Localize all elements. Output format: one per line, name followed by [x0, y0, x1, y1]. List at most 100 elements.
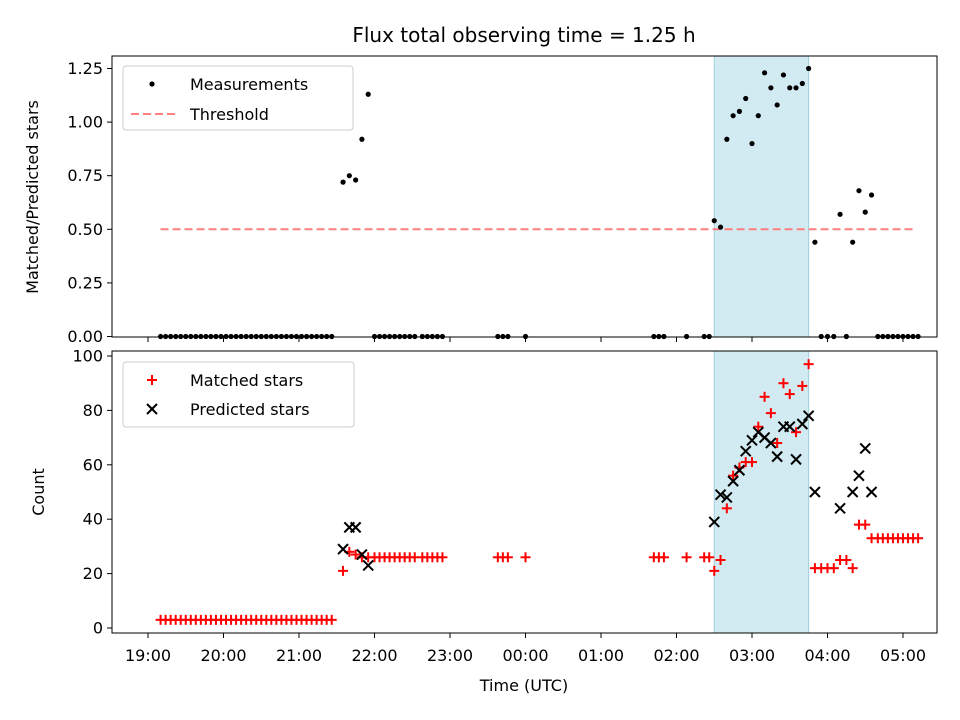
legend-label-threshold: Threshold: [189, 105, 269, 124]
matched-star-point: [828, 563, 839, 574]
matched-star-point: [913, 533, 924, 544]
predicted-star-point-b: [771, 450, 783, 463]
top-legend: Measurements Threshold: [122, 65, 354, 131]
predicted-star-point: [746, 434, 758, 447]
predicted-star-point: [846, 486, 859, 498]
predicted-star-point: [356, 548, 368, 561]
measurement-point: [736, 108, 743, 114]
measurement-point: [780, 72, 787, 78]
matched-star-point: [350, 549, 361, 560]
predicted-star-point-b: [714, 489, 727, 501]
predicted-star-point-b: [765, 437, 777, 449]
measurement-point: [799, 80, 805, 87]
predicted-star-point-b: [865, 486, 878, 498]
measurement-point: [711, 218, 717, 224]
predicted-star-point: [349, 521, 362, 534]
measurements-points: [157, 65, 921, 340]
top-panel: Flux total observing time = 1.25 h 0.000…: [23, 23, 938, 346]
matched-star-point: [728, 470, 739, 481]
predicted-star-point: [733, 464, 746, 476]
bottom-y-ticks: 0 20 40 60 80 100: [72, 347, 112, 638]
predicted-star-point: [802, 410, 815, 422]
measurement-point: [806, 65, 812, 72]
predicted-star-point: [853, 469, 865, 482]
top-y-tick-label: 1.00: [67, 113, 103, 132]
predicted-star-point-b: [752, 426, 764, 438]
legend-marker-matched: [147, 375, 157, 385]
top-y-axis-label: Matched/Predicted stars: [23, 100, 42, 294]
predicted-star-point-b: [859, 442, 871, 455]
measurement-point: [365, 91, 371, 97]
measurement-point: [774, 102, 780, 108]
predicted-star-point-b: [758, 431, 771, 444]
bottom-x-ticks: 19:00 20:00 21:00 22:00 23:00 00:00 01:00 02:00…: [125, 633, 926, 665]
predicted-star-point: [708, 516, 720, 528]
bottom-y-tick-label: 80: [83, 401, 103, 420]
matched-star-point: [658, 552, 669, 563]
matched-star-point: [784, 389, 795, 400]
predicted-star-point: [771, 450, 783, 463]
shaded-interval-rect: [713, 350, 810, 634]
matched-star-point: [709, 565, 720, 576]
matched-star-point: [778, 378, 789, 389]
legend-label-measurements: Measurements: [190, 75, 308, 94]
matched-star-point: [326, 614, 337, 625]
measurement-point: [850, 239, 856, 245]
matched-star-point: [704, 552, 715, 563]
legend-label-predicted: Predicted stars: [190, 400, 310, 419]
predicted-star-point: [790, 453, 802, 466]
top-shaded-interval: [713, 55, 810, 338]
top-y-ticks: 0.00 0.25 0.50 0.75 1.00 1.25: [67, 59, 112, 346]
bottom-x-tick-label: 20:00: [200, 646, 246, 665]
bottom-y-tick-label: 40: [83, 510, 103, 529]
bottom-x-tick-label: 22:00: [351, 646, 397, 665]
measurement-point: [340, 179, 346, 185]
measurement-point: [812, 239, 818, 245]
measurement-point: [761, 70, 768, 76]
bottom-y-tick-label: 0: [93, 619, 103, 638]
legend-marker-predicted: [146, 403, 158, 415]
predicted-stars-points: [337, 410, 878, 572]
measurement-point: [755, 113, 761, 119]
predicted-star-point-b: [796, 418, 809, 430]
bottom-x-tick-label: 19:00: [125, 646, 171, 665]
measurement-point: [346, 173, 352, 179]
predicted-star-point: [721, 491, 733, 504]
measurement-point: [793, 85, 799, 91]
bottom-x-tick-label: 05:00: [880, 646, 926, 665]
predicted-star-point: [362, 559, 374, 572]
measurement-point: [768, 85, 774, 91]
bottom-plot-frame: [111, 350, 938, 634]
measurement-point: [837, 211, 843, 217]
matched-star-point: [797, 380, 808, 391]
top-y-tick-label: 0.50: [67, 220, 103, 239]
predicted-star-point: [834, 502, 846, 515]
predicted-star-point-b: [727, 475, 739, 487]
bottom-x-tick-label: 01:00: [578, 646, 624, 665]
matched-star-point: [753, 421, 764, 432]
top-plot-frame: [111, 55, 938, 338]
predicted-star-point-b: [708, 516, 720, 528]
matched-star-point: [791, 427, 802, 438]
predicted-star-point-b: [834, 502, 846, 515]
legend-label-matched: Matched stars: [190, 371, 303, 390]
matched-star-point: [715, 555, 726, 565]
predicted-star-point-b: [733, 464, 746, 476]
matched-star-point: [747, 457, 757, 468]
top-y-tick-label: 0.25: [67, 273, 103, 292]
predicted-star-point: [765, 437, 777, 449]
predicted-star-point-b: [853, 469, 865, 482]
measurement-point: [749, 140, 755, 147]
predicted-star-point: [859, 442, 871, 455]
matched-star-point: [502, 552, 513, 563]
bottom-x-tick-label: 00:00: [502, 646, 548, 665]
bottom-panel: 0 20 40 60 80 100 19:00 20:00 21:00 22:00 23:00 00…: [29, 347, 938, 695]
predicted-star-point: [809, 486, 821, 498]
predicted-star-point-b: [784, 421, 796, 433]
predicted-star-point: [727, 475, 739, 487]
top-y-tick-label: 1.25: [67, 59, 103, 78]
predicted-star-point-b: [846, 486, 859, 498]
matched-star-point: [437, 552, 448, 563]
bottom-x-tick-label: 02:00: [653, 646, 699, 665]
